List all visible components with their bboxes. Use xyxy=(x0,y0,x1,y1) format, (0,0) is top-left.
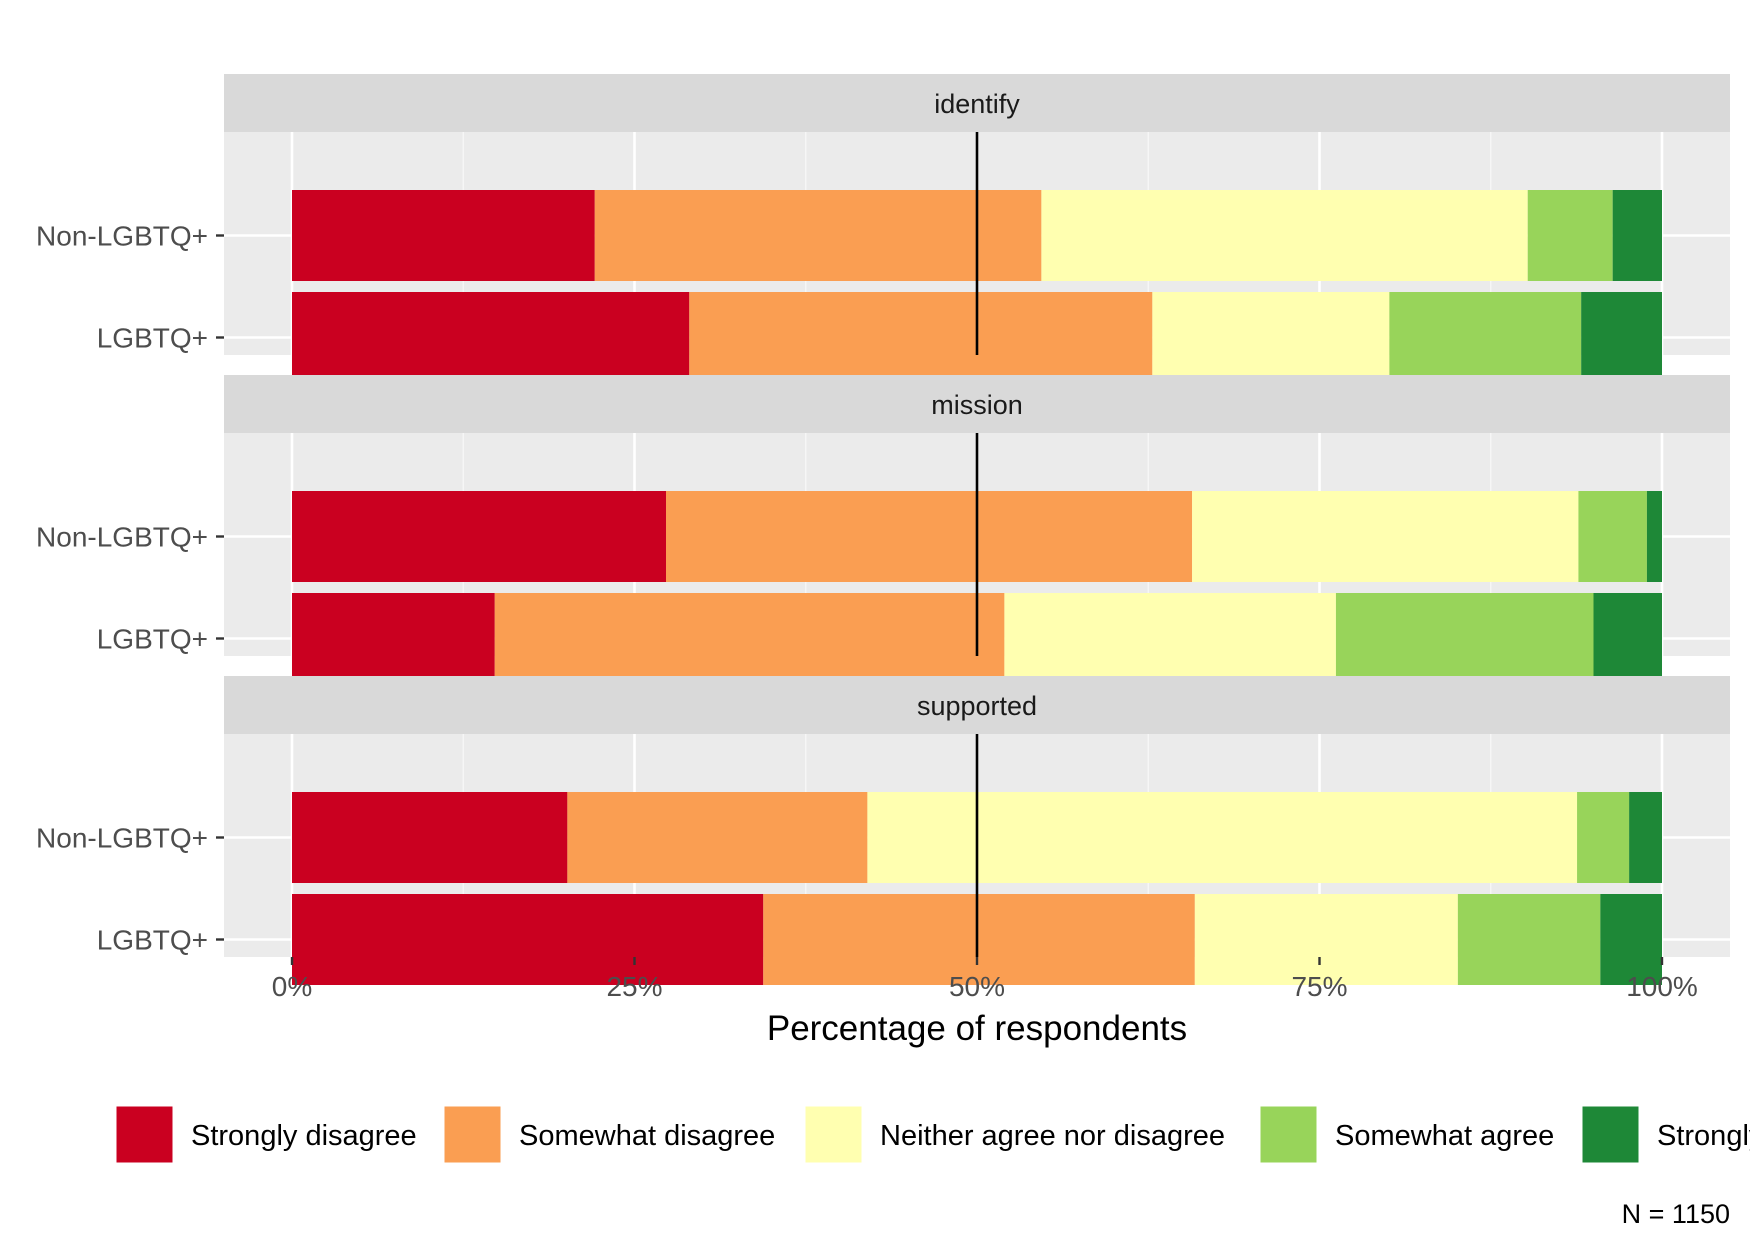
legend-label: Neither agree nor disagree xyxy=(880,1120,1225,1152)
y-tick-label: LGBTQ+ xyxy=(97,323,208,354)
bar-segment xyxy=(1577,792,1630,883)
y-tick-label: Non-LGBTQ+ xyxy=(36,823,208,854)
facet-strip-label: mission xyxy=(931,390,1023,420)
y-tick-label: LGBTQ+ xyxy=(97,624,208,655)
facet-panel-identify: identify Non-LGBTQ+ LGBTQ+ xyxy=(36,74,1730,383)
bar-segment xyxy=(594,190,1042,281)
y-tick-label: Non-LGBTQ+ xyxy=(36,522,208,553)
bar-segment xyxy=(292,292,690,383)
bar-segment xyxy=(867,792,1578,883)
bar-segment xyxy=(1192,491,1579,582)
bar-segment xyxy=(1335,593,1594,684)
bar-segment xyxy=(666,491,1193,582)
bar-segment xyxy=(1389,292,1582,383)
facet-strip xyxy=(224,375,1730,433)
sample-size-caption: N = 1150 xyxy=(1622,1199,1730,1229)
bar-segment xyxy=(763,894,1195,985)
y-tick-label: LGBTQ+ xyxy=(97,925,208,956)
legend-label: Strongly disagree xyxy=(191,1120,417,1152)
legend-label: Somewhat disagree xyxy=(519,1120,775,1152)
bar-segment xyxy=(1581,292,1662,383)
bar-segment xyxy=(1646,491,1662,582)
legend-key xyxy=(1259,1105,1318,1164)
legend-key xyxy=(443,1105,502,1164)
bar-segment xyxy=(292,593,495,684)
bar-segment xyxy=(292,190,595,281)
bar-segment xyxy=(1578,491,1647,582)
facet-strip xyxy=(224,676,1730,734)
bar-segment xyxy=(1041,190,1528,281)
x-tick-label: 50% xyxy=(949,971,1005,1002)
bar-segment xyxy=(689,292,1153,383)
x-tick-label: 75% xyxy=(1291,971,1347,1002)
facet-panels: identify Non-LGBTQ+ LGBTQ+ mission Non-LGBTQ… xyxy=(36,74,1730,985)
bar-segment xyxy=(1457,894,1601,985)
x-axis-title: Percentage of respondents xyxy=(767,1009,1187,1048)
legend-key xyxy=(804,1105,863,1164)
bar-segment xyxy=(1152,292,1390,383)
facet-strip-label: supported xyxy=(917,691,1037,721)
bar-segment xyxy=(1600,894,1662,985)
bar-segment xyxy=(1004,593,1336,684)
bar-segment xyxy=(494,593,1005,684)
bar-segment xyxy=(1527,190,1613,281)
bar-segment xyxy=(567,792,868,883)
legend-label: Somewhat agree xyxy=(1335,1120,1554,1152)
bar-segment xyxy=(1629,792,1662,883)
bar-segment xyxy=(292,894,764,985)
facet-strip-label: identify xyxy=(934,89,1020,119)
legend-label: Strongly agree xyxy=(1657,1120,1750,1152)
y-tick-label: Non-LGBTQ+ xyxy=(36,221,208,252)
x-tick-label: 25% xyxy=(606,971,662,1002)
legend: Strongly disagree Somewhat disagree Neithe… xyxy=(115,1105,1750,1164)
x-tick-label: 0% xyxy=(272,971,312,1002)
x-tick-label: 100% xyxy=(1626,971,1698,1002)
bar-segment xyxy=(1612,190,1662,281)
bar-segment xyxy=(1593,593,1662,684)
bar-segment xyxy=(1194,894,1458,985)
facet-panel-mission: mission Non-LGBTQ+ LGBTQ+ xyxy=(36,375,1730,684)
x-axis: 0% 25% 50% 75% 100% xyxy=(272,957,1698,1002)
legend-key xyxy=(1581,1105,1640,1164)
bar-segment xyxy=(292,491,667,582)
bar-segment xyxy=(292,792,568,883)
legend-key xyxy=(115,1105,174,1164)
facet-strip xyxy=(224,74,1730,132)
facet-panel-supported: supported Non-LGBTQ+ LGBTQ+ xyxy=(36,676,1730,985)
